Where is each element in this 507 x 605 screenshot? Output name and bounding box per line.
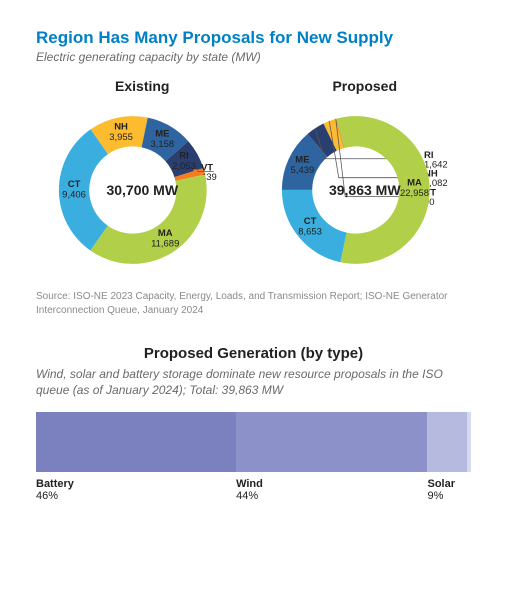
callout-ri: RI1,642: [423, 150, 447, 170]
donut-proposed-center: 39,863 MW: [329, 182, 401, 198]
bar-labels: Battery46%Wind44%Solar9%: [36, 478, 471, 502]
page-title: Region Has Many Proposals for New Supply: [36, 28, 471, 48]
donut-existing: Existing CT9,406NH3,955ME3,158RI2,053VT4…: [36, 78, 249, 280]
bar-segment-other: [467, 412, 471, 472]
stack-bar: [36, 412, 471, 472]
bar-label-battery: Battery46%: [36, 478, 236, 502]
bar-segment-battery: [36, 412, 236, 472]
donut-existing-title: Existing: [36, 78, 249, 94]
bar-label-wind: Wind44%: [236, 478, 427, 502]
bar-segment-wind: [236, 412, 427, 472]
bar-title: Proposed Generation (by type): [36, 345, 471, 362]
bar-label-solar: Solar9%: [427, 478, 471, 502]
bar-segment-solar: [427, 412, 466, 472]
page-subtitle: Electric generating capacity by state (M…: [36, 50, 471, 64]
donuts-row: Existing CT9,406NH3,955ME3,158RI2,053VT4…: [36, 78, 471, 280]
donut-proposed: Proposed CT8,653ME5,439RI1,642NH1,082VT9…: [259, 78, 472, 280]
source-text: Source: ISO-NE 2023 Capacity, Energy, Lo…: [36, 290, 471, 317]
donut-existing-center: 30,700 MW: [106, 182, 178, 198]
donut-proposed-title: Proposed: [259, 78, 472, 94]
bar-subtitle: Wind, solar and battery storage dominate…: [36, 366, 471, 398]
bar-section: Proposed Generation (by type) Wind, sola…: [36, 345, 471, 502]
